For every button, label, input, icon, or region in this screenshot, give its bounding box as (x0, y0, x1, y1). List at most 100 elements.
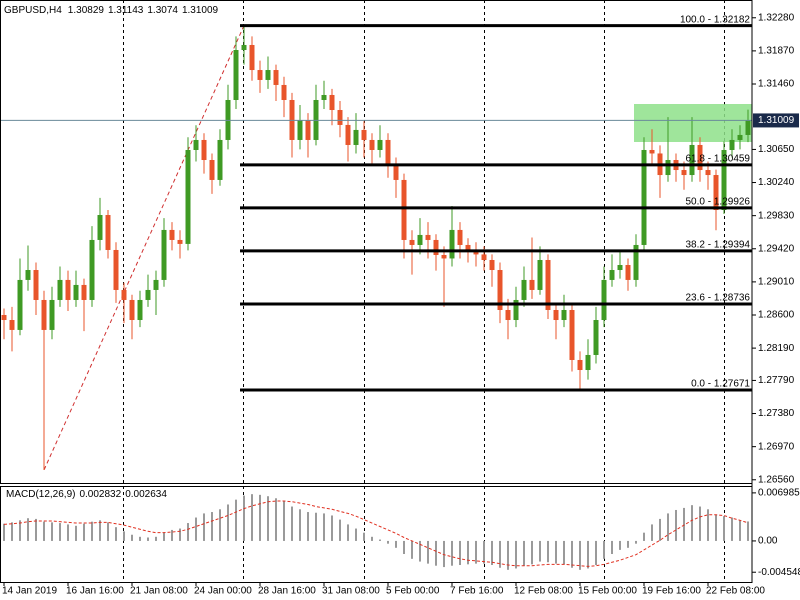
macd-bar (555, 540, 557, 564)
candle-body (121, 289, 127, 300)
macd-bar (419, 540, 421, 562)
macd-bar (531, 540, 533, 565)
macd-bar (283, 501, 285, 541)
macd-value: 0.002832 (79, 489, 121, 500)
candle-body (217, 139, 223, 180)
macd-bar (235, 499, 237, 541)
candle-body (705, 170, 711, 176)
zigzag (43, 25, 245, 471)
candle-body (465, 244, 471, 250)
candle-body (393, 165, 399, 180)
main-frame (0, 0, 753, 484)
macd-bar (259, 494, 261, 541)
macd-bar (435, 540, 437, 566)
candle-body (641, 149, 647, 245)
candle-body (57, 279, 63, 300)
y-tick-label: 0.00 (758, 536, 778, 547)
macd-bar (603, 540, 605, 559)
macd-bar (11, 522, 13, 541)
candle-body (577, 359, 583, 371)
candle-body (457, 229, 463, 245)
macd-bar (115, 527, 117, 541)
candle-body (345, 124, 351, 145)
macd-title: MACD(12,26,9) 0.002832 0.002634 (6, 489, 167, 500)
macd-bar (131, 534, 133, 541)
candle-body (129, 299, 135, 321)
macd-bar (195, 517, 197, 541)
macd-bar (291, 506, 293, 541)
macd-bar (563, 540, 565, 565)
macd-bar (91, 521, 93, 541)
candle-body (545, 259, 551, 310)
macd-bar (595, 540, 597, 566)
fib-label: 100.0 - 1.32182 (680, 14, 750, 25)
open-value: 1.30829 (68, 5, 105, 16)
macd-bar (739, 520, 741, 541)
macd-bar (179, 528, 181, 541)
y-tick-label: 1.31870 (758, 46, 795, 57)
candle-body (281, 84, 287, 100)
current-price-box (753, 113, 799, 128)
macd-bar (187, 523, 189, 541)
candle-body (177, 239, 183, 244)
high-value: 1.31143 (108, 5, 144, 16)
macd-bar (219, 509, 221, 541)
x-tick-label: 12 Feb 08:00 (514, 586, 573, 597)
macd-bar (467, 540, 469, 565)
macd-bar (75, 525, 77, 541)
candle-body (25, 270, 31, 280)
macd-bar (699, 506, 701, 541)
candle-body (113, 249, 119, 290)
candle-body (425, 234, 431, 240)
macd-bar (635, 540, 637, 544)
candle-body (569, 309, 575, 360)
macd-bar (3, 523, 5, 541)
macd-bar (339, 519, 341, 541)
candle-body (737, 134, 743, 140)
macd-bar (243, 495, 245, 541)
candle-body (201, 139, 207, 161)
macd-bar (691, 505, 693, 541)
macd-bar (683, 507, 685, 541)
macd-bar (307, 512, 309, 541)
y-tick-label: 1.27380 (758, 408, 795, 419)
macd-bar (363, 532, 365, 541)
macd-bar (227, 504, 229, 541)
fib-label: 61.8 - 1.30459 (686, 153, 751, 164)
candle-body (377, 139, 383, 150)
macd-bar (507, 540, 509, 570)
candle-body (721, 149, 727, 210)
macd-bar (267, 496, 269, 541)
candle-body (433, 239, 439, 255)
candle-body (497, 270, 503, 310)
macd-bar (355, 528, 357, 541)
x-tick-label: 15 Feb 00:00 (578, 586, 637, 597)
macd-bar (395, 540, 397, 548)
candle-body (369, 139, 375, 150)
x-tick-label: 16 Jan 16:00 (66, 586, 124, 597)
macd-bar (43, 521, 45, 541)
candle-body (441, 254, 447, 259)
x-tick-label: 24 Jan 00:00 (194, 586, 252, 597)
candle-body (505, 309, 511, 321)
candle-body (145, 289, 151, 300)
candle-body (137, 299, 143, 321)
macd-bar (459, 540, 461, 566)
macd-bar (515, 540, 517, 569)
candle-body (17, 279, 23, 330)
candle-body (681, 170, 687, 176)
candle-body (297, 120, 303, 140)
x-tick-label: 31 Jan 08:00 (322, 586, 380, 597)
macd-bar (27, 518, 29, 541)
fib-label: 38.2 - 1.29394 (686, 240, 751, 251)
candle-body (305, 120, 311, 140)
macd-bar (51, 522, 53, 541)
macd-bar (619, 540, 621, 550)
candle-body (361, 129, 367, 140)
y-tick-label: -0.004548 (758, 567, 800, 578)
candle-body (9, 320, 15, 330)
candle-body (153, 279, 159, 290)
candle-body (697, 144, 703, 171)
candle-body (561, 309, 567, 321)
